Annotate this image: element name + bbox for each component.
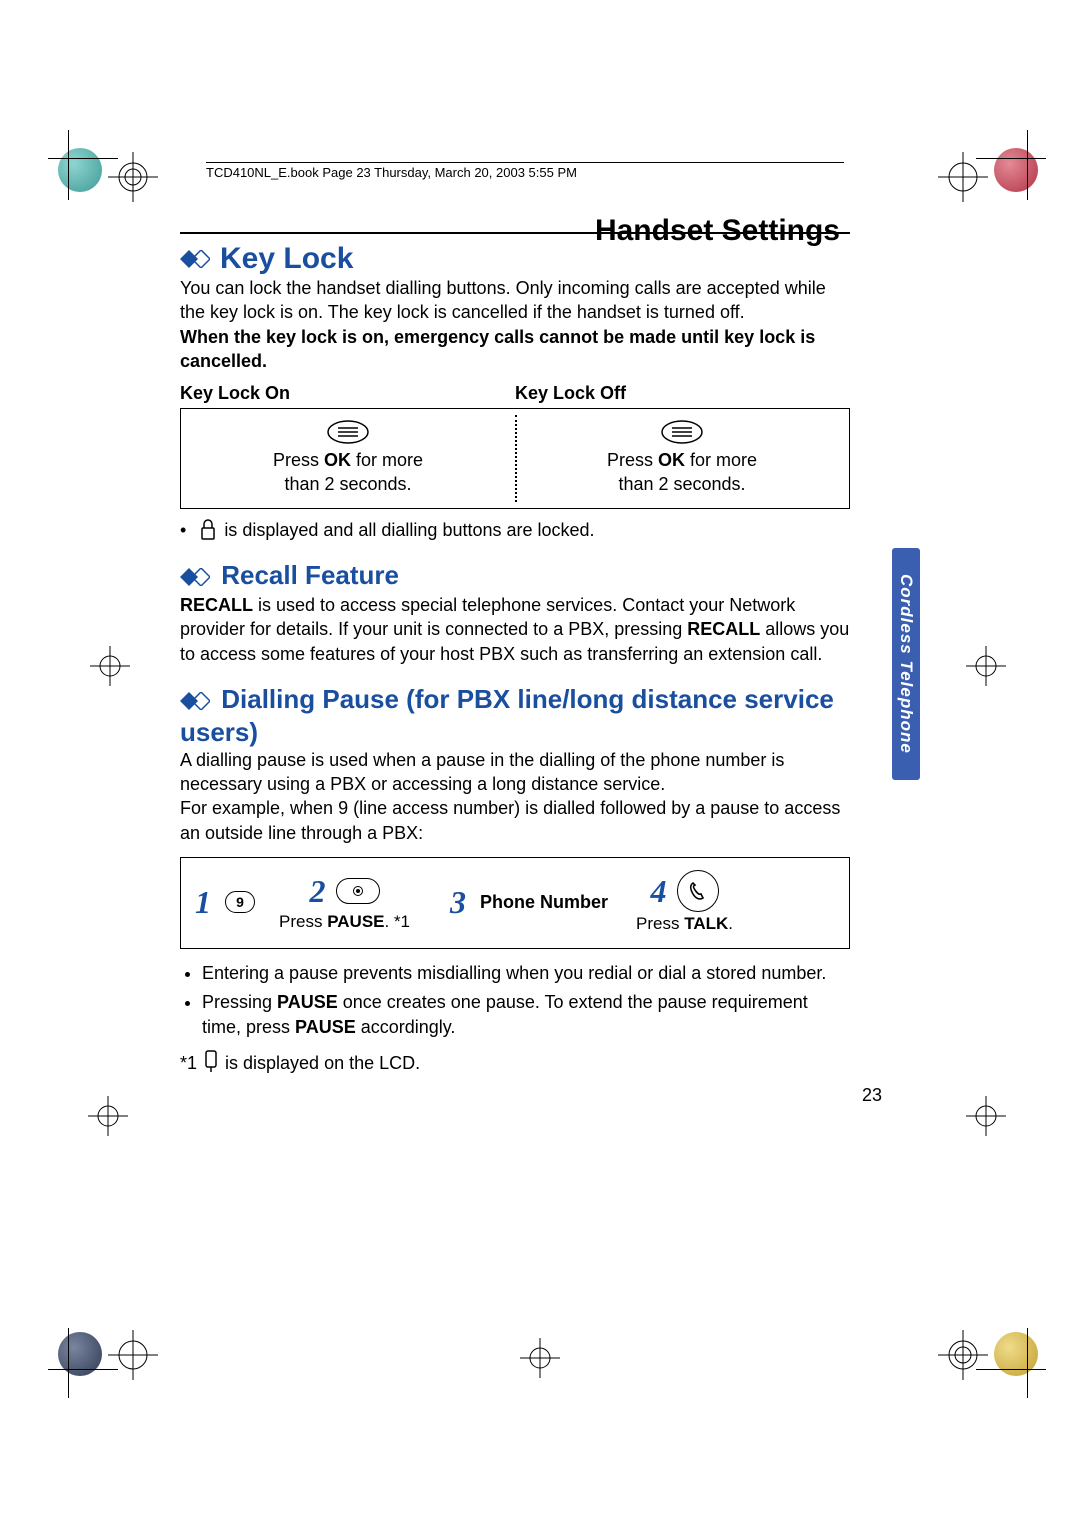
crop-mark-tl (108, 152, 158, 202)
keylock-title: Key Lock (220, 242, 353, 276)
section-pause: Dialling Pause (for PBX line/long distan… (180, 684, 850, 748)
pause-steps-box: 1 9 2 Press PAUSE. *1 3 Phone Number 4 (180, 857, 850, 949)
keylock-labels: Key Lock On Key Lock Off (180, 383, 850, 404)
footnote-pre: *1 (180, 1053, 197, 1074)
crop-mark-bl2 (88, 1096, 128, 1136)
step-4: 4 Press TALK. (636, 870, 733, 934)
diamond-icon (180, 250, 210, 273)
crop-mark-left (90, 646, 130, 686)
pause-note-1: Entering a pause prevents misdialling wh… (202, 961, 850, 986)
crop-mark-right (966, 646, 1006, 686)
pause-key-icon (336, 878, 380, 904)
keylock-intro1: You can lock the handset dialling button… (180, 276, 850, 325)
frame-line (1027, 1328, 1028, 1398)
ok-key-icon (191, 419, 505, 445)
keylock-intro2: When the key lock is on, emergency calls… (180, 325, 850, 374)
keylock-bullet-text: is displayed and all dialling buttons ar… (224, 520, 594, 541)
frame-line (68, 130, 69, 200)
step-3-label: Phone Number (480, 892, 608, 913)
frame-line (48, 1369, 118, 1370)
step-2-num: 2 (310, 873, 326, 910)
keylock-off-label: Key Lock Off (515, 383, 850, 404)
recall-title: Recall Feature (221, 560, 399, 590)
lock-icon (200, 519, 216, 542)
key-9-icon: 9 (225, 891, 255, 913)
step-2-caption: Press PAUSE. *1 (279, 912, 410, 932)
keylock-on-cell: Press OK for more than 2 seconds. (181, 409, 515, 508)
pause-title: Dialling Pause (for PBX line/long distan… (180, 684, 834, 747)
step-4-num: 4 (651, 873, 667, 910)
keylock-on-label: Key Lock On (180, 383, 515, 404)
frame-line (48, 158, 118, 159)
crop-mark-bl (108, 1330, 158, 1380)
ok-key-icon (525, 419, 839, 445)
step-1-num: 1 (195, 884, 211, 921)
running-header: TCD410NL_E.book Page 23 Thursday, March … (206, 162, 844, 180)
crop-mark-br2 (966, 1096, 1006, 1136)
frame-line (1027, 130, 1028, 200)
step-2: 2 Press PAUSE. *1 (279, 873, 410, 932)
footnote-post: is displayed on the LCD. (225, 1053, 420, 1074)
recall-body: RECALL is used to access special telepho… (180, 593, 850, 666)
crop-mark-tr (938, 152, 988, 202)
keylock-divider (515, 415, 517, 502)
pause-note-2: Pressing PAUSE once creates one pause. T… (202, 990, 850, 1040)
reg-circle-tl (58, 148, 102, 192)
keylock-off-cell: Press OK for more than 2 seconds. (515, 409, 849, 508)
pause-notes: Entering a pause prevents misdialling wh… (180, 961, 850, 1041)
pause-glyph-icon (203, 1049, 219, 1078)
frame-line (68, 1328, 69, 1398)
page-number: 23 (862, 1085, 882, 1106)
pause-intro: A dialling pause is used when a pause in… (180, 748, 850, 845)
side-tab: Cordless Telephone (892, 548, 920, 780)
step-3-num: 3 (450, 884, 466, 921)
frame-line (976, 1369, 1046, 1370)
frame-line (976, 158, 1046, 159)
crop-mark-br (938, 1330, 988, 1380)
keylock-bullet: is displayed and all dialling buttons ar… (180, 519, 850, 542)
talk-key-icon (677, 870, 719, 912)
crop-mark-bottom (520, 1338, 560, 1378)
keylock-box: Press OK for more than 2 seconds. Press … (180, 408, 850, 509)
reg-circle-tr (994, 148, 1038, 192)
side-tab-label: Cordless Telephone (896, 574, 916, 754)
content: Handset Settings Key Lock You can lock t… (180, 228, 850, 1078)
keylock-off-caption: Press OK for more than 2 seconds. (525, 449, 839, 496)
diamond-icon (180, 686, 210, 717)
bullet-icon (180, 520, 192, 541)
chapter-title: Handset Settings (595, 214, 840, 248)
page: TCD410NL_E.book Page 23 Thursday, March … (0, 0, 1080, 1528)
keylock-on-caption: Press OK for more than 2 seconds. (191, 449, 505, 496)
section-recall: Recall Feature (180, 560, 850, 593)
diamond-icon (180, 562, 210, 593)
step-4-caption: Press TALK. (636, 914, 733, 934)
running-header-text: TCD410NL_E.book Page 23 Thursday, March … (206, 165, 577, 180)
pause-footnote: *1 is displayed on the LCD. (180, 1049, 850, 1078)
